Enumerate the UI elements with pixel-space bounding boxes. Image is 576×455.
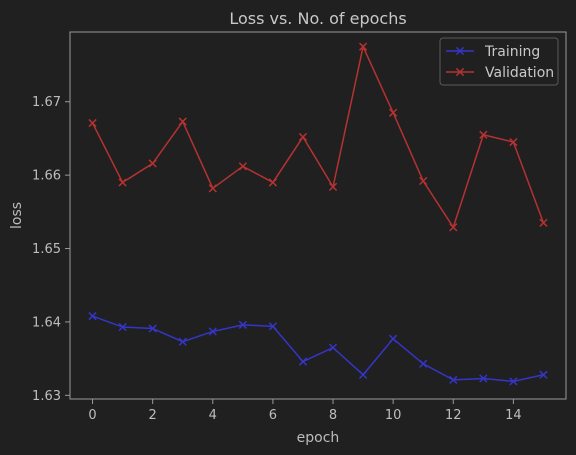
legend-training-marker [455,46,465,56]
training-point [328,343,338,352]
validation-point [208,184,217,193]
validation-point [118,178,127,187]
training-point [539,370,548,379]
validation-point [449,223,458,232]
legend-validation-marker [455,67,465,77]
y-axis-title: loss [9,202,25,229]
training-point [479,374,488,383]
training-line [92,315,544,383]
x-tick-label: 6 [269,408,277,423]
training-point [268,322,278,331]
training-point [389,334,398,343]
validation-point [268,178,278,187]
series-layer [88,42,548,386]
validation-point [328,182,338,192]
legend-validation-label: Validation [485,65,554,81]
training-point [118,322,127,332]
y-tick-label: 1.67 [32,95,61,110]
validation-point [389,108,398,117]
x-axis-title: epoch [297,430,340,446]
training-point [298,357,308,366]
validation-point [419,176,428,186]
training-point [509,377,518,386]
x-tick-label: 10 [385,408,402,423]
training-point [148,324,157,333]
training-point [419,359,428,368]
x-tick-label: 8 [329,408,337,423]
validation-point [358,42,368,51]
validation-point [479,130,488,139]
training-point [449,375,458,385]
validation-point [539,218,548,227]
x-tick-label: 4 [209,408,217,423]
validation-point [148,159,157,168]
chart-title: Loss vs. No. of epochs [229,9,406,28]
x-tick-label: 14 [505,408,522,423]
x-tick-label: 0 [88,408,96,423]
y-tick-label: 1.63 [32,389,61,404]
y-tick-label: 1.65 [32,242,61,257]
validation-point [178,117,187,126]
training-point [88,311,97,321]
x-axis-ticks: 0 2 4 6 8 10 12 14 [88,399,522,423]
validation-point [88,118,97,128]
training-point [358,370,368,379]
legend-box [439,37,559,86]
y-tick-label: 1.64 [32,315,61,330]
y-axis-ticks: 1.63 1.64 1.65 1.66 1.67 [32,95,70,404]
x-tick-label: 12 [445,408,462,423]
legend-training-label: Training [484,44,540,60]
validation-point [509,137,518,147]
training-point [178,337,187,346]
x-tick-label: 2 [149,408,157,423]
validation-point [238,162,247,171]
plot-area [69,31,567,400]
y-tick-label: 1.66 [32,169,61,184]
validation-point [298,132,308,142]
training-point [238,320,247,329]
validation-line [91,44,545,229]
training-point [208,327,217,336]
legend: Training Validation [439,37,559,86]
